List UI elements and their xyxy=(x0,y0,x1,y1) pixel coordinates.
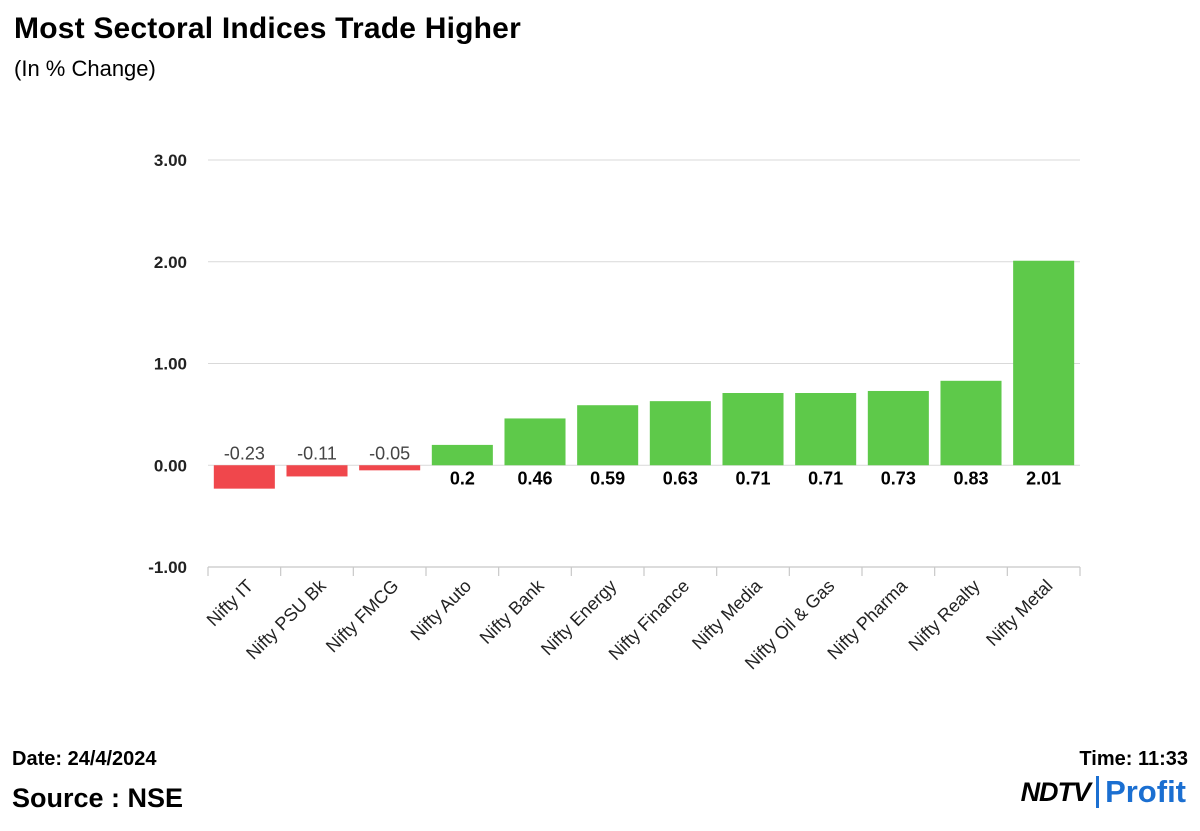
chart-title: Most Sectoral Indices Trade Higher xyxy=(14,12,521,45)
data-label: 0.63 xyxy=(663,468,698,488)
data-label: 0.71 xyxy=(808,468,843,488)
x-tick-label: Nifty Media xyxy=(688,575,766,653)
bar xyxy=(649,401,711,466)
y-tick-label: 3.00 xyxy=(154,151,187,170)
y-tick-label: -1.00 xyxy=(148,558,187,577)
data-label: 0.2 xyxy=(450,468,475,488)
bar xyxy=(795,393,857,466)
bar xyxy=(213,465,275,489)
x-tick-label: Nifty Metal xyxy=(982,576,1056,650)
bar xyxy=(286,465,348,477)
y-tick-label: 1.00 xyxy=(154,355,187,374)
bar xyxy=(431,444,493,466)
data-label: 0.73 xyxy=(881,468,916,488)
grid-lines xyxy=(208,159,1080,466)
data-label: -0.11 xyxy=(297,443,337,463)
bar xyxy=(504,418,566,466)
logo-profit-text: Profit xyxy=(1105,774,1186,809)
y-tick-label: 0.00 xyxy=(154,456,187,475)
data-labels: -0.23 -0.11 -0.05 0.2 0.46 0.59 0.63 0.71 0.71 0.… xyxy=(224,443,1061,488)
bar xyxy=(577,405,639,466)
x-tick-label: Nifty Realty xyxy=(905,576,984,655)
bar xyxy=(867,390,929,466)
x-tick-label: Nifty Auto xyxy=(407,576,476,645)
x-tick-label: Nifty IT xyxy=(203,576,257,630)
data-label: -0.05 xyxy=(369,443,410,463)
date-label: Date: 24/4/2024 xyxy=(12,748,157,770)
source-label: Source : NSE xyxy=(12,783,184,813)
data-label: -0.23 xyxy=(224,443,265,463)
chart-subtitle: (In % Change) xyxy=(14,56,156,81)
bar xyxy=(722,393,784,466)
data-label: 0.59 xyxy=(590,468,625,488)
bar xyxy=(1013,260,1075,466)
logo-separator xyxy=(1096,776,1100,808)
bars xyxy=(213,260,1075,489)
y-tick-label: 2.00 xyxy=(154,253,187,272)
data-label: 0.83 xyxy=(953,468,988,488)
x-tick-label: Nifty Bank xyxy=(476,575,549,648)
data-label: 0.46 xyxy=(517,468,552,488)
brand-logo: NDTV Profit xyxy=(1021,772,1186,812)
time-label: Time: 11:33 xyxy=(1079,748,1188,770)
bar xyxy=(940,380,1002,466)
y-axis-tick-labels: 3.00 2.00 1.00 0.00 -1.00 xyxy=(148,151,187,577)
logo-ndtv-text: NDTV xyxy=(1020,776,1091,807)
bar-chart: 3.00 2.00 1.00 0.00 -1.00 -0.23 -0.11 -0.05 0.2… xyxy=(148,151,1081,673)
x-tick-label: Nifty FMCG xyxy=(322,576,403,657)
data-label: 0.71 xyxy=(735,468,770,488)
data-label: 2.01 xyxy=(1026,468,1061,488)
bar xyxy=(359,465,421,471)
